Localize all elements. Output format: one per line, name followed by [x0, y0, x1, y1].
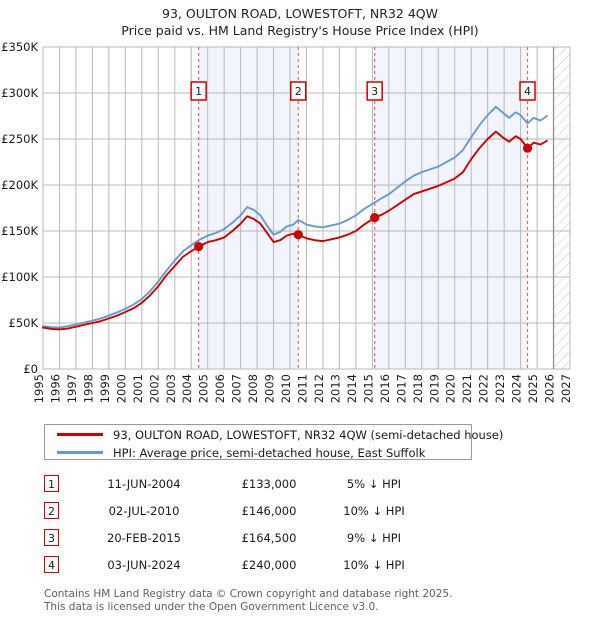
table-row: 4 03-JUN-2024 £240,000 10% ↓ HPI — [44, 551, 464, 578]
x-tick-label: 1998 — [81, 374, 95, 403]
x-tick-label: 1995 — [32, 374, 46, 403]
x-tick-label: 2018 — [411, 374, 425, 403]
row-price: £240,000 — [241, 557, 297, 572]
x-tick-label: 2003 — [164, 374, 178, 403]
chart-svg: £0 £50K £100K £150K £200K £250K £300K £350K 199… — [1, 40, 573, 403]
x-tick-label: 2001 — [131, 374, 145, 403]
x-tick-label: 2026 — [543, 374, 557, 403]
y-tick-label: £50K — [9, 316, 39, 330]
y-tick-label: £200K — [1, 178, 38, 192]
row-date: 20-FEB-2015 — [107, 530, 181, 545]
price-chart: £0 £50K £100K £150K £200K £250K £300K £350K 199… — [1, 40, 573, 403]
x-tick-label: 2006 — [213, 374, 227, 403]
forecast-hatch-region — [552, 47, 570, 369]
row-price: £133,000 — [241, 476, 297, 491]
x-tick-label: 1999 — [98, 374, 112, 403]
x-tick-label: 1996 — [48, 374, 62, 403]
row-date: 02-JUL-2010 — [108, 503, 180, 518]
x-tick-label: 2007 — [230, 374, 244, 403]
legend-item-price-paid: 93, OULTON ROAD, LOWESTOFT, NR32 4QW (se… — [45, 426, 503, 443]
copyright-footer: Contains HM Land Registry data © Crown c… — [44, 588, 564, 613]
x-tick-label: 2010 — [279, 374, 293, 403]
table-row: 2 02-JUL-2010 £146,000 10% ↓ HPI — [44, 497, 464, 524]
footer-line-2: This data is licensed under the Open Gov… — [44, 600, 379, 613]
y-tick-label: £0 — [23, 362, 38, 376]
x-tick-label: 2013 — [328, 374, 342, 403]
marker-box-label-1: 1 — [195, 85, 202, 98]
marker-box-label-2: 2 — [295, 85, 302, 98]
x-tick-label: 2027 — [559, 374, 573, 403]
chart-legend: 93, OULTON ROAD, LOWESTOFT, NR32 4QW (se… — [44, 424, 503, 461]
transaction-dot-2 — [293, 230, 303, 240]
x-axis-ticklabels: 1995 1996 1997 1998 1999 2000 2001 2002 2003 2004… — [32, 374, 573, 403]
x-tick-label: 2015 — [361, 374, 375, 403]
legend-swatch-red-icon — [57, 433, 103, 436]
x-tick-label: 2023 — [493, 374, 507, 403]
x-tick-label: 2000 — [114, 374, 128, 403]
marker-box-1 — [190, 81, 207, 101]
row-date: 03-JUN-2024 — [107, 557, 181, 572]
page-subtitle: Price paid vs. HM Land Registry's House … — [121, 23, 479, 38]
x-tick-label: 2017 — [394, 374, 408, 403]
marker-box-label-4: 4 — [524, 85, 531, 98]
row-date: 11-JUN-2004 — [107, 476, 181, 491]
row-marker-number: 3 — [44, 529, 59, 546]
x-tick-label: 2005 — [197, 374, 211, 403]
y-tick-label: £100K — [1, 270, 38, 284]
legend-label-price-paid: 93, OULTON ROAD, LOWESTOFT, NR32 4QW (se… — [113, 427, 504, 442]
marker-box-label-3: 3 — [371, 85, 378, 98]
marker-box-4 — [519, 81, 536, 101]
x-tick-label: 2024 — [510, 374, 524, 403]
marker-box-2 — [290, 81, 307, 101]
x-tick-label: 2002 — [147, 374, 161, 403]
table-row: 3 20-FEB-2015 £164,500 9% ↓ HPI — [44, 524, 464, 551]
row-hpi-delta: 10% ↓ HPI — [343, 503, 405, 518]
y-tick-label: £150K — [1, 224, 38, 238]
page-title: 93, OULTON ROAD, LOWESTOFT, NR32 4QW — [162, 6, 438, 21]
x-tick-label: 2011 — [296, 374, 310, 403]
x-tick-label: 2022 — [477, 374, 491, 403]
x-tick-label: 2004 — [180, 374, 194, 403]
table-row: 1 11-JUN-2004 £133,000 5% ↓ HPI — [44, 470, 464, 497]
marker-number-boxes: 1 2 3 4 — [190, 81, 536, 101]
y-tick-label: £350K — [1, 40, 38, 54]
transactions-table: 1 11-JUN-2004 £133,000 5% ↓ HPI 2 02-JUL… — [44, 470, 464, 578]
legend-swatch-blue-icon — [57, 451, 103, 454]
row-hpi-delta: 5% ↓ HPI — [346, 476, 402, 491]
highlight-bands — [198, 47, 528, 369]
y-tick-label: £250K — [1, 132, 38, 146]
y-tick-label: £300K — [1, 86, 38, 100]
x-tick-label: 1997 — [65, 374, 79, 403]
row-price: £164,500 — [241, 530, 297, 545]
marker-box-3 — [366, 81, 383, 101]
y-axis-ticklabels: £0 £50K £100K £150K £200K £250K £300K £350K — [1, 40, 38, 376]
x-tick-label: 2012 — [312, 374, 326, 403]
x-tick-label: 2016 — [378, 374, 392, 403]
x-tick-label: 2019 — [427, 374, 441, 403]
transaction-dot-4 — [522, 143, 533, 153]
legend-label-hpi: HPI: Average price, semi-detached house,… — [113, 445, 426, 460]
legend-item-hpi: HPI: Average price, semi-detached house,… — [45, 444, 471, 461]
row-hpi-delta: 10% ↓ HPI — [343, 557, 405, 572]
forecast-hatch — [553, 47, 570, 369]
row-marker-number: 2 — [44, 502, 59, 519]
chart-title-block: 93, OULTON ROAD, LOWESTOFT, NR32 4QW Pri… — [0, 0, 600, 39]
row-price: £146,000 — [241, 503, 297, 518]
x-tick-label: 2021 — [460, 374, 474, 403]
x-tick-label: 2014 — [345, 374, 359, 403]
x-tick-label: 2008 — [246, 374, 260, 403]
x-tick-label: 2009 — [263, 374, 277, 403]
x-tick-label: 2025 — [526, 374, 540, 403]
transaction-dot-3 — [370, 213, 380, 223]
row-hpi-delta: 9% ↓ HPI — [346, 530, 402, 545]
highlight-band — [374, 47, 528, 369]
x-tick-label: 2020 — [444, 374, 458, 403]
series-line — [42, 105, 548, 329]
transaction-dot-1 — [194, 242, 204, 252]
row-marker-number: 4 — [44, 556, 59, 573]
row-marker-number: 1 — [44, 475, 59, 492]
transaction-dots — [194, 143, 533, 252]
footer-line-1: Contains HM Land Registry data © Crown c… — [44, 588, 453, 600]
